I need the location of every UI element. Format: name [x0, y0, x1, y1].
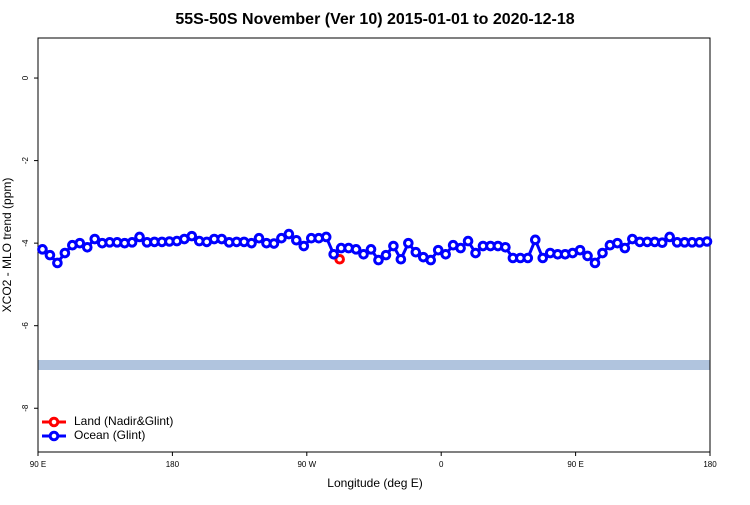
point	[522, 252, 534, 264]
point	[432, 244, 444, 256]
point	[582, 250, 593, 262]
point	[597, 247, 608, 259]
point	[470, 247, 481, 259]
point	[89, 233, 101, 245]
x-tick-label: 90 E	[567, 460, 583, 469]
point	[425, 254, 437, 266]
y-tick-label: -2	[21, 156, 30, 164]
point	[268, 238, 280, 249]
legend-label: Ocean (Glint)	[74, 428, 145, 442]
point	[395, 253, 407, 265]
point	[253, 232, 265, 244]
point	[246, 237, 257, 249]
point	[126, 237, 138, 248]
point	[462, 235, 474, 247]
y-axis-label: XCO2 - MLO trend (ppm)	[0, 178, 14, 313]
point	[537, 252, 549, 264]
point	[37, 244, 48, 255]
point	[664, 231, 675, 243]
point	[291, 234, 302, 246]
point	[186, 230, 198, 242]
x-tick-label: 180	[703, 460, 717, 469]
x-tick-label: 180	[166, 460, 180, 469]
legend-marker	[48, 416, 60, 428]
x-tick-label: 90 W	[297, 460, 316, 469]
point	[574, 244, 586, 256]
point	[283, 228, 295, 240]
point	[298, 240, 310, 252]
point	[455, 242, 466, 254]
point	[350, 244, 362, 255]
legend-label: Land (Nadir&Glint)	[74, 414, 173, 428]
point	[380, 249, 392, 261]
legend-marker	[48, 430, 60, 442]
chart-title: 55S-50S November (Ver 10) 2015-01-01 to …	[175, 11, 574, 28]
y-tick-label: -6	[21, 322, 30, 330]
y-tick-label: 0	[21, 75, 30, 80]
point	[619, 242, 631, 254]
x-tick-label: 0	[439, 460, 444, 469]
point	[74, 237, 86, 249]
x-tick-label: 90 E	[30, 460, 46, 469]
point	[410, 246, 422, 258]
y-tick-label: -8	[21, 404, 30, 412]
point	[388, 240, 399, 252]
point	[328, 248, 339, 260]
point	[276, 232, 287, 244]
point	[358, 248, 369, 260]
point	[365, 244, 377, 255]
point	[59, 247, 71, 259]
map-band	[38, 360, 710, 370]
y-tick-label: -4	[21, 239, 30, 247]
point	[612, 237, 623, 249]
x-axis-label: Longitude (deg E)	[327, 476, 422, 490]
point	[134, 231, 145, 243]
point	[320, 231, 332, 243]
point	[440, 248, 451, 260]
point	[529, 234, 541, 246]
point	[403, 237, 414, 249]
point	[52, 257, 63, 269]
point	[589, 257, 601, 269]
point	[500, 241, 511, 253]
point	[373, 254, 384, 266]
point	[701, 236, 713, 247]
point	[656, 237, 668, 249]
point	[44, 249, 56, 261]
point	[81, 241, 93, 253]
